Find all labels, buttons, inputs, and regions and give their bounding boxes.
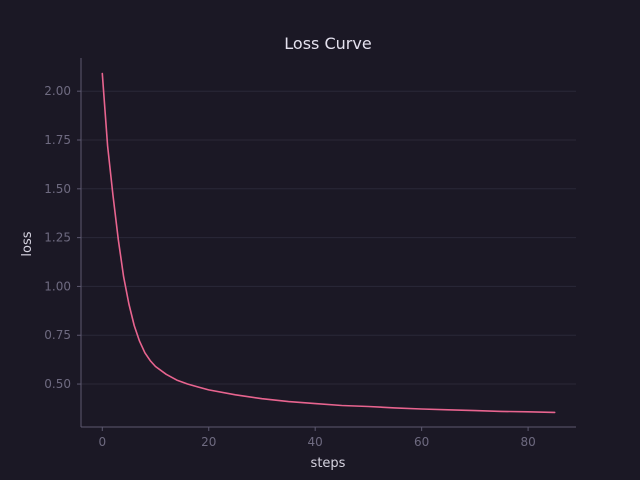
y-tick-label-1: 0.75 (44, 328, 71, 342)
y-tick-label-3: 1.25 (44, 231, 71, 245)
y-axis-label: loss (20, 231, 35, 256)
x-tick-label-4: 80 (520, 435, 535, 449)
chart-title: Loss Curve (284, 34, 371, 53)
x-tick-label-1: 20 (201, 435, 216, 449)
x-tick-label-2: 40 (308, 435, 323, 449)
y-tick-label-5: 1.75 (44, 133, 71, 147)
x-tick-label-0: 0 (98, 435, 106, 449)
x-tick-label-3: 60 (414, 435, 429, 449)
y-tick-label-4: 1.50 (44, 182, 71, 196)
x-axis-label: steps (311, 456, 346, 471)
y-tick-label-6: 2.00 (44, 84, 71, 98)
y-tick-label-2: 1.00 (44, 279, 71, 293)
y-tick-label-0: 0.50 (44, 377, 71, 391)
